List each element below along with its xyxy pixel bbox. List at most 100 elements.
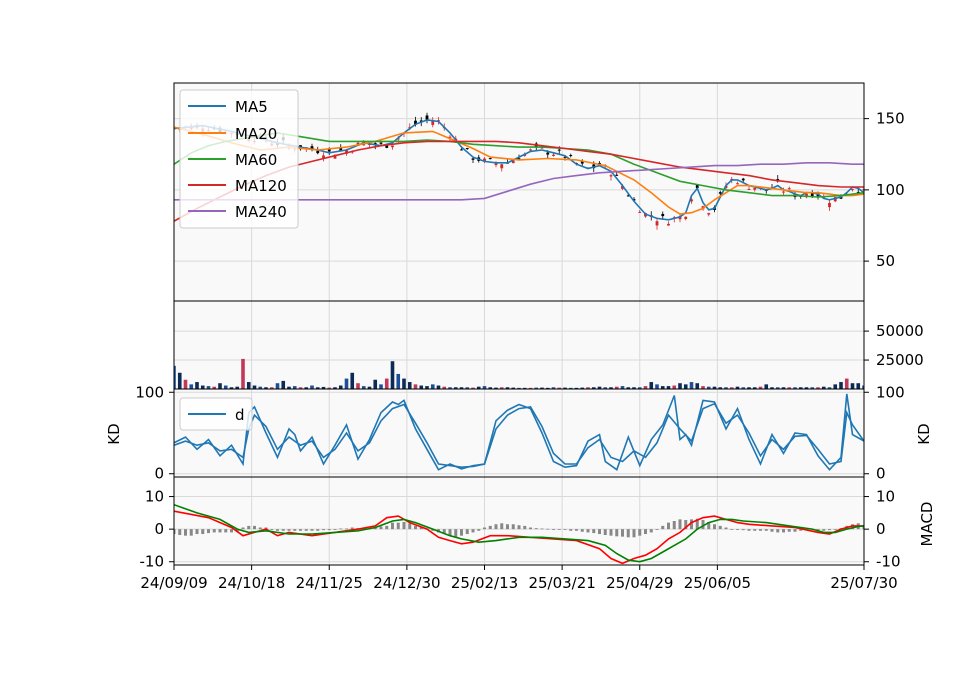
volume-bar [281,380,286,389]
volume-bar [356,383,360,389]
candle-body [736,183,739,185]
volume-bar [787,387,792,389]
macd-histogram-bar [764,529,768,531]
kd-legend: d [179,397,253,431]
macd-histogram-bar [569,529,573,531]
volume-bar [770,387,774,389]
macd-histogram-bar [707,521,711,530]
ytick-label-left: 10 [145,488,164,506]
macd-histogram-bar [408,523,412,530]
volume-bar [793,387,797,389]
macd-histogram-bar [201,529,205,535]
volume-bar [603,387,608,389]
macd-histogram-bar [690,519,693,530]
volume-bar [304,387,309,389]
macd-histogram-bar [350,527,354,530]
volume-bar [223,385,228,389]
macd-histogram-bar [270,529,274,531]
macd-ylabel: MACD [918,502,936,547]
volume-bar [522,387,527,389]
volume-bar [206,386,211,389]
candle-body [851,189,854,191]
volume-bar [367,386,372,389]
volume-bar [488,387,493,389]
candle-body [626,195,630,197]
panel-frame [173,476,865,566]
candle-body [431,121,435,125]
volume-bar [505,387,510,389]
macd-histogram-bar [862,525,864,530]
macd-histogram-bar [471,529,475,533]
candle-body [810,192,814,197]
volume-bar [453,387,458,389]
volume-bar [390,361,395,389]
candle-body [718,192,722,194]
kd-ylabel-right: KD [915,423,933,444]
macd-histogram-bar [701,520,705,530]
volume-bar [350,372,355,389]
legend-ma120: MA120 [235,177,287,195]
ytick-label-right: 100 [876,383,905,401]
volume-bar [482,386,487,389]
volume-bar [810,387,815,389]
macd-histogram-bar [230,529,233,533]
macd-histogram-bar [580,529,584,532]
xtick-label: 24/10/18 [218,574,285,592]
candle-body [483,158,486,162]
volume-bar [241,358,245,389]
candle-body [695,184,699,189]
macd-histogram-bar [563,529,567,530]
volume-bar [333,387,337,389]
candle-body [707,213,711,215]
macd-histogram-bar [724,527,728,530]
macd-histogram-bar [281,529,285,531]
volume-bar [844,378,849,389]
macd-histogram-bar [189,529,193,536]
macd-histogram-bar [287,529,291,531]
volume-bar [620,386,625,389]
macd-histogram-bar [753,529,757,531]
macd-histogram-bar [575,529,578,531]
candle-body [327,148,331,152]
macd-histogram-bar [615,529,619,537]
volume-bar [212,386,217,389]
candle-body [690,199,693,202]
volume-bar [580,387,585,389]
macd-histogram-bar [672,521,676,530]
macd-histogram-bar [713,524,716,530]
ytick-label-right: 0 [876,520,886,538]
macd-histogram-bar [195,529,199,535]
macd-histogram-bar [684,520,688,530]
volume-bar [574,387,579,389]
volume-bar [637,387,642,389]
volume-bar [833,384,838,389]
volume-bar [264,387,268,389]
candle-body [345,150,348,154]
macd-histogram-bar [511,524,515,530]
macd-histogram-bar [402,521,406,530]
volume-bar [396,373,401,389]
kd-line-d [174,402,864,469]
candle-body [856,191,860,193]
series-line-ma20 [174,126,864,215]
candle-body [655,221,659,226]
macd-histogram-bar [626,529,630,538]
volume-bar [609,387,613,389]
macd-histogram-bar [258,527,262,530]
candle-body [379,142,383,144]
candle-body [580,161,584,164]
volume-bar [839,382,843,389]
volume-bar [373,379,378,389]
macd-histogram-bar [741,529,745,531]
volume-bar [195,382,199,389]
candle-body [339,147,343,151]
volume-bar [666,386,671,389]
volume-bar [764,384,769,389]
macd-histogram-bar [822,529,826,531]
candle-body [557,149,561,151]
volume-bar [724,387,728,389]
candle-body [437,120,440,122]
candle-body [460,149,463,151]
macd-histogram-bar [828,529,831,531]
volume-bar [741,387,746,389]
